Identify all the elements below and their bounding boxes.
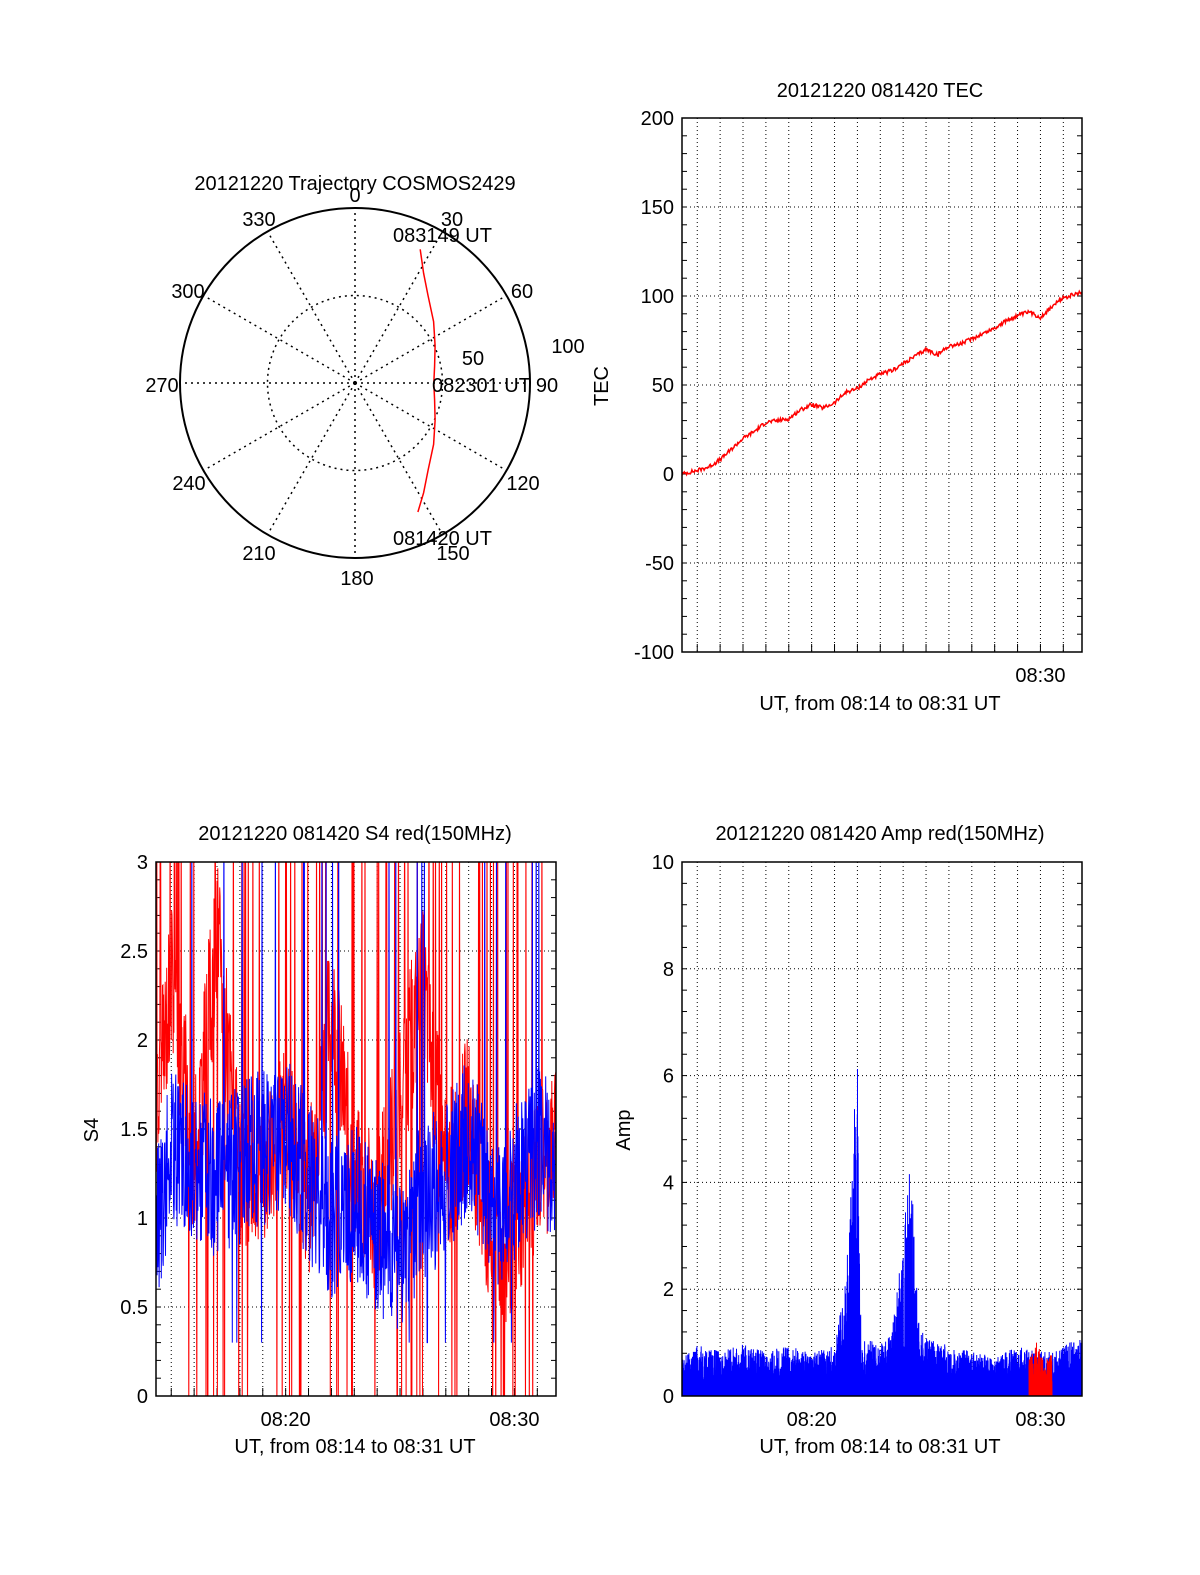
- polar-grid-spoke: [266, 382, 356, 535]
- y-tick-label: 10: [652, 852, 674, 874]
- polar-grid-spoke: [354, 382, 507, 472]
- tec-ylabel: TEC: [591, 366, 613, 406]
- y-tick-label: 200: [641, 108, 674, 130]
- y-tick-label: 3: [137, 852, 148, 874]
- polar-azimuth-labels: 0 30 60 90 120 150 180 210 240 270 300 3…: [145, 185, 558, 590]
- polar-grid: [180, 208, 530, 558]
- amp-panel: 20121220 081420 Amp red(150MHz) 02468100…: [613, 823, 1083, 1458]
- polar-grid-spoke: [203, 294, 356, 384]
- plot-frame: [681, 861, 1083, 1397]
- azimuth-label: 120: [506, 473, 539, 495]
- radial-tick-label: 50: [462, 348, 484, 370]
- y-tick-label: 8: [663, 959, 674, 981]
- polar-grid-circle: [266, 294, 444, 472]
- amp-series-line: [1028, 1342, 1053, 1396]
- azimuth-label: 90: [536, 375, 558, 397]
- trajectory-start-label: 081420 UT: [393, 528, 492, 550]
- y-tick-label: 100: [641, 286, 674, 308]
- x-tick-label: 08:20: [261, 1409, 311, 1431]
- azimuth-label: 30: [441, 209, 463, 231]
- y-tick-label: 4: [663, 1172, 674, 1194]
- plot-area: [682, 1068, 1082, 1396]
- x-tick-label: 08:30: [1015, 1409, 1065, 1431]
- y-tick-label: 1.5: [120, 1119, 148, 1141]
- tec-panel: 20121220 081420 TEC -100 -50 0 50 100 150 200 0…: [591, 80, 1083, 715]
- y-tick-label: 50: [652, 375, 674, 397]
- polar-grid-spoke: [354, 294, 507, 384]
- amp-xlabel: UT, from 08:14 to 08:31 UT: [759, 1436, 1000, 1458]
- y-tick-label: 0: [663, 464, 674, 486]
- tec-title: 20121220 081420 TEC: [777, 80, 983, 102]
- polar-trajectory: [417, 249, 436, 513]
- polar-outer-circle: [179, 207, 531, 559]
- trajectory-line: [417, 249, 436, 513]
- y-tick-label: 0: [137, 1386, 148, 1408]
- s4-xlabel: UT, from 08:14 to 08:31 UT: [234, 1436, 475, 1458]
- azimuth-label: 0: [349, 185, 360, 207]
- y-tick-label: 2.5: [120, 941, 148, 963]
- s4-title: 20121220 081420 S4 red(150MHz): [198, 823, 512, 845]
- polar-title: 20121220 Trajectory COSMOS2429: [194, 173, 515, 195]
- y-tick-label: 0.5: [120, 1297, 148, 1319]
- plot-frame: [681, 117, 1083, 653]
- azimuth-label: 210: [242, 543, 275, 565]
- s4-plot: 0 0.5 1 1.5 2 2.5 3 08:20 08:30: [120, 852, 557, 1431]
- amp-title: 20121220 081420 Amp red(150MHz): [715, 823, 1044, 845]
- azimuth-label: 270: [145, 375, 178, 397]
- polar-panel: 20121220 Trajectory COSMOS2429 0 30 60 9…: [145, 173, 584, 590]
- polar-grid-spoke: [354, 382, 444, 535]
- trajectory-mid-label: 082301 UT: [432, 375, 531, 397]
- amp-ylabel: Amp: [613, 1109, 635, 1150]
- x-tick-label: 08:30: [1015, 665, 1065, 687]
- y-tick-label: -50: [645, 553, 674, 575]
- trajectory-end-label: 083149 UT: [393, 225, 492, 247]
- amp-series-line: [682, 1068, 1082, 1396]
- azimuth-label: 300: [171, 281, 204, 303]
- plot-frame: [155, 861, 557, 1397]
- amp-plot: 0 2 4 6 8 10 08:20 08:30: [652, 852, 1083, 1431]
- azimuth-label: 60: [511, 281, 533, 303]
- azimuth-label: 180: [340, 568, 373, 590]
- plot-area: [156, 862, 556, 1396]
- y-tick-label: 0: [663, 1386, 674, 1408]
- s4-series-line: [156, 862, 556, 1344]
- azimuth-label: 150: [436, 543, 469, 565]
- s4-ylabel: S4: [81, 1118, 103, 1142]
- y-tick-label: 1: [137, 1208, 148, 1230]
- y-tick-label: 2: [663, 1279, 674, 1301]
- tec-xlabel: UT, from 08:14 to 08:31 UT: [759, 693, 1000, 715]
- azimuth-label: 330: [242, 209, 275, 231]
- x-tick-label: 08:20: [787, 1409, 837, 1431]
- tec-series-line: [682, 289, 1082, 477]
- x-tick-label: 08:30: [489, 1409, 539, 1431]
- y-tick-label: -100: [634, 642, 674, 664]
- polar-grid-spoke: [203, 382, 356, 472]
- polar-grid-spoke: [266, 231, 356, 384]
- plot-area: [682, 289, 1082, 477]
- azimuth-label: 240: [172, 473, 205, 495]
- y-tick-label: 6: [663, 1066, 674, 1088]
- radial-tick-label: 100: [551, 336, 584, 358]
- tec-plot: -100 -50 0 50 100 150 200 08:30: [634, 108, 1083, 687]
- polar-grid-spoke: [354, 231, 444, 384]
- y-tick-label: 150: [641, 197, 674, 219]
- y-tick-label: 2: [137, 1030, 148, 1052]
- s4-panel: 20121220 081420 S4 red(150MHz) 0 0.5 1 1.5 2…: [81, 823, 557, 1458]
